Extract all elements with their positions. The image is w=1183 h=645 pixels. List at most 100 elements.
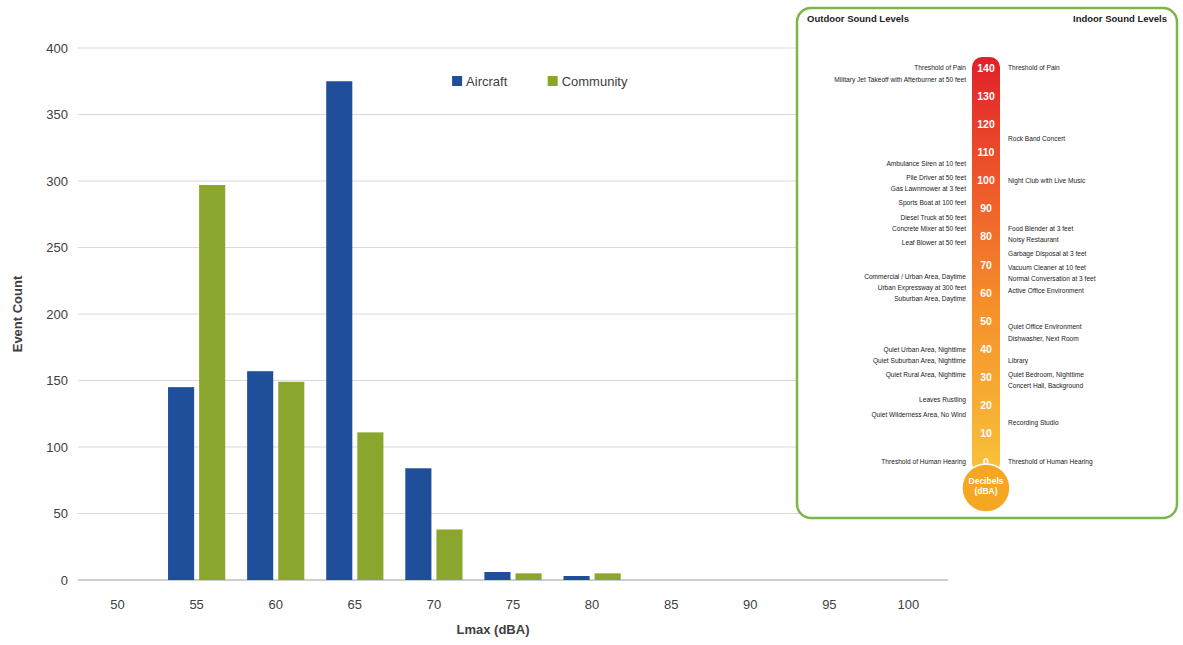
outdoor-level-label: Threshold of Human Hearing [881,458,966,466]
bar [168,387,194,580]
x-tick-label: 95 [822,597,836,612]
x-tick-label: 70 [427,597,441,612]
bar [405,468,431,580]
decibel-tick: 140 [977,62,995,74]
bar [722,580,748,581]
bar [880,580,906,581]
bar [436,529,462,580]
legend-swatch [548,76,558,86]
legend: Aircraft Community [452,74,628,89]
y-tick-label: 150 [46,373,68,388]
decibel-tick: 100 [977,174,995,186]
bar [120,580,146,581]
bar [278,382,304,580]
legend-label: Aircraft [466,74,508,89]
bar [516,573,542,580]
bars [168,81,621,580]
outdoor-level-label: Sports Boat at 100 feet [899,199,967,207]
indoor-level-label: Recording Studio [1008,419,1059,427]
indoor-level-label: Garbage Disposal at 3 feet [1008,250,1087,258]
bar [357,432,383,580]
y-tick-label: 350 [46,107,68,122]
y-tick-label: 50 [54,506,68,521]
outdoor-level-label: Leaves Rustling [919,396,966,404]
indoor-level-label: Noisy Restaurant [1008,236,1059,244]
page: 0501001502002503003504005055606570758085… [0,0,1183,645]
outdoor-level-label: Ambulance Siren at 10 feet [886,160,966,167]
outdoor-level-label: Quiet Wilderness Area, No Wind [871,411,966,419]
y-tick-label: 100 [46,440,68,455]
bar [643,580,669,581]
bar [753,580,779,581]
bar [832,580,858,581]
indoor-level-label: Threshold of Pain [1008,64,1060,71]
outdoor-level-label: Pile Driver at 50 feet [906,174,966,181]
x-tick-label: 75 [506,597,520,612]
legend-swatch [452,76,462,86]
bar [911,580,937,581]
decibel-tick: 90 [980,202,992,214]
x-tick-label: 65 [348,597,362,612]
y-axis-title: Event Count [10,275,25,352]
x-tick-label: 55 [189,597,203,612]
unit-label: (dBA) [974,486,997,496]
bar [595,573,621,580]
unit-badge [962,464,1010,512]
outdoor-level-label: Gas Lawnmower at 3 feet [891,185,966,192]
indoor-level-label: Quiet Bedroom, Nighttime [1008,371,1084,379]
x-tick-label: 90 [743,597,757,612]
decibel-tick: 60 [980,287,992,299]
bar [89,580,115,581]
outdoor-level-label: Quiet Rural Area, Nighttime [886,371,967,379]
outdoor-level-label: Suburban Area, Daytime [894,295,966,303]
decibel-tick: 20 [980,399,992,411]
bar [484,572,510,580]
decibel-tick: 70 [980,259,992,271]
x-tick-label: 85 [664,597,678,612]
outdoor-level-label: Threshold of Pain [914,64,966,71]
decibel-tick: 50 [980,315,992,327]
outdoor-level-label: Commercial / Urban Area, Daytime [864,273,966,281]
indoor-level-label: Quiet Office Environment [1008,323,1082,331]
decibel-tick: 40 [980,343,992,355]
y-tick-label: 300 [46,174,68,189]
bar [247,371,273,580]
indoor-level-label: Food Blender at 3 feet [1008,225,1073,232]
bar [563,576,589,580]
indoor-title: Indoor Sound Levels [1073,13,1167,24]
indoor-level-label: Library [1008,357,1029,365]
x-tick-label: 60 [268,597,282,612]
bar [801,580,827,581]
indoor-level-label: Rock Band Concert [1008,135,1065,142]
x-tick-label: 50 [110,597,124,612]
panel-frame [797,8,1177,518]
indoor-level-label: Vacuum Cleaner at 10 feet [1008,264,1086,271]
decibel-tick: 10 [980,427,992,439]
outdoor-level-label: Military Jet Takeoff with Afterburner at… [834,76,966,84]
unit-label: Decibels [969,476,1004,486]
x-tick-label: 80 [585,597,599,612]
decibel-tick: 120 [977,118,995,130]
sound-scale-panel: 0102030405060708090100110120130140Decibe… [797,8,1177,518]
x-axis-title: Lmax (dBA) [457,622,530,637]
outdoor-level-label: Quiet Urban Area, Nighttime [884,346,967,354]
decibel-tick: 130 [977,90,995,102]
legend-label: Community [562,74,628,89]
indoor-level-label: Threshold of Human Hearing [1008,458,1093,466]
indoor-level-label: Dishwasher, Next Room [1008,335,1079,342]
y-tick-label: 400 [46,41,68,56]
y-tick-label: 250 [46,240,68,255]
outdoor-level-label: Urban Expressway at 300 feet [878,284,966,292]
indoor-level-label: Active Office Environment [1008,287,1084,294]
bar [199,185,225,580]
outdoor-level-label: Quiet Suburban Area, Nighttime [873,357,966,365]
outdoor-level-label: Leaf Blower at 50 feet [902,239,966,246]
x-tick-label: 100 [898,597,920,612]
indoor-level-label: Normal Conversation at 3 feet [1008,275,1096,282]
decibel-tick: 30 [980,371,992,383]
outdoor-title: Outdoor Sound Levels [807,13,909,24]
decibel-tick: 80 [980,230,992,242]
indoor-level-label: Concert Hall, Background [1008,382,1083,390]
y-tick-label: 0 [61,573,68,588]
indoor-level-label: Night Club with Live Music [1008,177,1086,185]
